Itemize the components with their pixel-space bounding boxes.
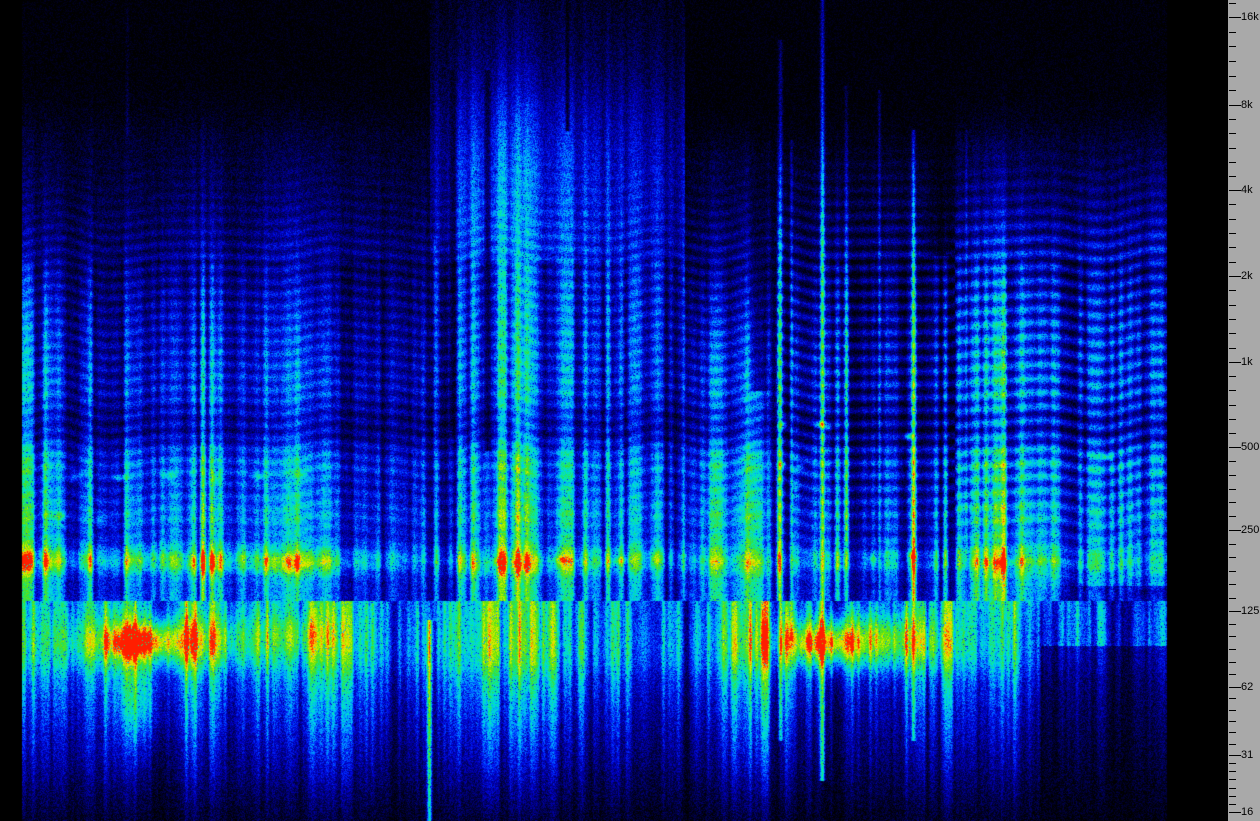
ruler-tick xyxy=(1229,788,1236,789)
ruler-tick xyxy=(1229,348,1236,349)
ruler-tick xyxy=(1229,796,1236,797)
ruler-tick xyxy=(1229,133,1236,134)
ruler-tick xyxy=(1229,557,1236,558)
ruler-tick xyxy=(1229,447,1241,448)
ruler-tick xyxy=(1229,502,1236,503)
ruler-tick xyxy=(1229,76,1236,77)
ruler-tick xyxy=(1229,649,1236,650)
ruler-tick xyxy=(1229,390,1236,391)
ruler-tick xyxy=(1229,3,1236,4)
ruler-tick xyxy=(1229,804,1236,805)
ruler-tick xyxy=(1229,247,1236,248)
ruler-tick xyxy=(1229,119,1236,120)
ruler-tick xyxy=(1229,771,1236,772)
ruler-tick xyxy=(1229,190,1241,191)
ruler-tick xyxy=(1229,779,1236,780)
ruler-tick-label: 16 xyxy=(1241,806,1254,818)
ruler-tick xyxy=(1229,319,1236,320)
ruler-tick xyxy=(1229,544,1236,545)
ruler-tick xyxy=(1229,290,1236,291)
ruler-tick xyxy=(1229,61,1236,62)
ruler-tick-label: 4k xyxy=(1241,184,1253,196)
ruler-tick xyxy=(1229,419,1236,420)
ruler-tick xyxy=(1229,405,1236,406)
ruler-tick-label: 31 xyxy=(1241,749,1254,761)
ruler-tick xyxy=(1229,276,1241,277)
ruler-tick xyxy=(1229,687,1241,688)
ruler-tick-label: 250 xyxy=(1241,524,1260,536)
ruler-tick-label: 1k xyxy=(1241,356,1253,368)
ruler-tick xyxy=(1229,744,1236,745)
ruler-tick-label: 500 xyxy=(1241,441,1260,453)
ruler-tick xyxy=(1229,162,1236,163)
ruler-tick xyxy=(1229,90,1236,91)
ruler-tick xyxy=(1229,233,1236,234)
ruler-tick xyxy=(1229,148,1236,149)
ruler-tick xyxy=(1229,721,1236,722)
ruler-tick-label: 8k xyxy=(1241,99,1253,111)
ruler-tick xyxy=(1229,662,1236,663)
ruler-tick xyxy=(1229,461,1236,462)
ruler-tick xyxy=(1229,674,1236,675)
ruler-tick-label: 62 xyxy=(1241,681,1254,693)
ruler-tick xyxy=(1229,698,1236,699)
ruler-tick xyxy=(1229,812,1241,813)
ruler-tick xyxy=(1229,755,1241,756)
ruler-tick xyxy=(1229,598,1236,599)
ruler-tick xyxy=(1229,176,1236,177)
ruler-tick xyxy=(1229,763,1236,764)
ruler-tick xyxy=(1229,571,1236,572)
ruler-tick-label: 125 xyxy=(1241,605,1260,617)
ruler-tick xyxy=(1229,489,1236,490)
ruler-tick xyxy=(1229,32,1236,33)
ruler-tick xyxy=(1229,17,1241,18)
spectrogram-view[interactable] xyxy=(0,0,1227,821)
ruler-tick xyxy=(1229,305,1236,306)
ruler-tick xyxy=(1229,376,1236,377)
ruler-tick xyxy=(1229,624,1236,625)
ruler-tick xyxy=(1229,362,1241,363)
ruler-tick xyxy=(1229,46,1236,47)
ruler-tick xyxy=(1229,333,1236,334)
ruler-tick xyxy=(1229,636,1236,637)
ruler-tick-label: 2k xyxy=(1241,270,1253,282)
ruler-tick xyxy=(1229,433,1236,434)
ruler-tick xyxy=(1229,611,1241,612)
ruler-tick xyxy=(1229,732,1236,733)
ruler-tick xyxy=(1229,475,1236,476)
ruler-tick xyxy=(1229,530,1241,531)
ruler-tick xyxy=(1229,219,1236,220)
ruler-tick xyxy=(1229,105,1241,106)
ruler-tick xyxy=(1229,204,1236,205)
ruler-tick xyxy=(1229,262,1236,263)
ruler-tick xyxy=(1229,516,1236,517)
ruler-tick xyxy=(1229,710,1236,711)
frequency-ruler: 16k 8k 4k 2k 1k 500 250 125 62 31 16 xyxy=(1227,0,1260,821)
ruler-tick xyxy=(1229,584,1236,585)
ruler-tick-label: 16k xyxy=(1241,11,1259,23)
